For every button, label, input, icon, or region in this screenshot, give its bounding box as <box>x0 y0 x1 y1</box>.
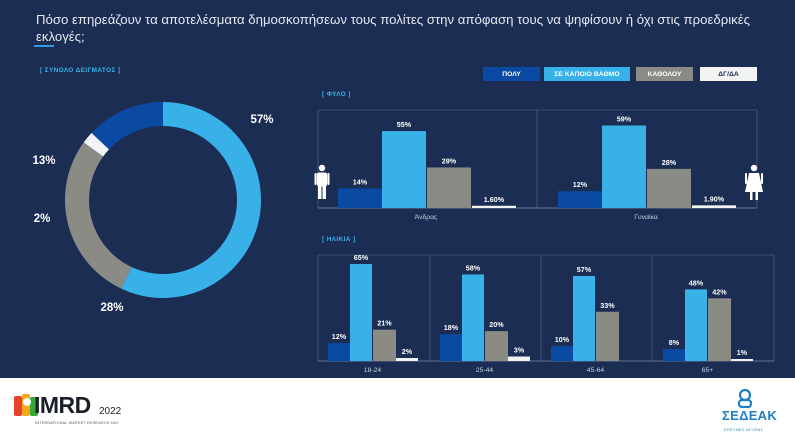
donut-label-kapoio: 57% <box>250 114 273 126</box>
gender-bar-0-kapoio <box>382 131 426 208</box>
age-bar-2-poly <box>551 346 573 361</box>
title-underline <box>34 45 54 47</box>
donut-label-dgda: 2% <box>34 213 51 225</box>
age-label-0-katholou: 21% <box>377 319 392 328</box>
age-bar-1-kapoio <box>462 274 484 361</box>
age-bar-3-katholou <box>708 298 731 361</box>
age-bar-2-katholou <box>596 311 619 361</box>
gender-bar-1-katholou <box>647 168 691 208</box>
gender-label-0-poly: 14% <box>353 177 368 186</box>
donut-slice-katholou <box>64 142 132 289</box>
age-label: [ ΗΛΙΚΙΑ ] <box>322 236 356 243</box>
legend-dgda-label: ΔΓ/ΔΑ <box>718 70 739 78</box>
age-bar-0-kapoio <box>350 264 372 361</box>
imrd-emblem-icon <box>14 394 38 416</box>
gender-bar-chart: 14% 55% 29% 1.60% Άνδρας 12% 59% 28% 1.90% Γυναίκ… <box>314 109 763 221</box>
age-category-3: 65+ <box>702 367 714 374</box>
age-label-2-kapoio: 57% <box>577 265 592 274</box>
age-label-0-kapoio: 65% <box>354 253 369 262</box>
charts-canvas: 13% 57% 2% 28% <box>32 102 775 374</box>
gender-label: [ ΦΥΛΟ ] <box>322 91 351 98</box>
legend-kapoio: ΣΕ ΚΑΠΟΙΟ ΒΑΘΜΟ <box>544 67 630 81</box>
age-bar-0-katholou <box>373 329 396 361</box>
woman-icon <box>745 164 763 200</box>
gender-category-0: Άνδρας <box>415 214 438 221</box>
imrd-subtitle: INTERNATIONAL MARKET RESEARCH DAY <box>35 421 120 425</box>
gender-bar-0-poly <box>338 188 382 208</box>
age-label-1-kapoio: 58% <box>466 263 481 272</box>
gender-bar-0-dgda <box>472 205 516 208</box>
gender-bar-1-dgda <box>692 205 736 208</box>
gender-label-1-poly: 12% <box>573 180 588 189</box>
slide-title: Πόσο επηρεάζουν τα αποτελέσματα δημοσκοπ… <box>36 12 750 44</box>
legend-katholou: ΚΑΘΟΛΟΥ <box>636 67 693 81</box>
age-bar-2-kapoio <box>573 275 595 361</box>
age-category-1: 25-44 <box>476 367 494 374</box>
gender-bar-1-poly <box>558 191 602 208</box>
age-bar-3-dgda <box>731 359 753 361</box>
age-category-0: 18-24 <box>364 367 382 374</box>
man-icon <box>314 164 330 199</box>
age-category-2: 45-64 <box>587 367 605 374</box>
sedeak-emblem-icon <box>737 388 753 408</box>
age-label-2-katholou: 33% <box>600 301 615 310</box>
gender-category-1: Γυναίκα <box>634 213 658 221</box>
age-label-0-poly: 12% <box>332 332 347 341</box>
age-bar-chart: 12% 65% 21% 2% 18-24 18% 58% 20% 3% 25-44 10% 57% 33… <box>317 253 775 374</box>
gender-label-1-dgda: 1.90% <box>704 194 725 203</box>
gender-label-0-katholou: 29% <box>442 156 457 165</box>
gender-label-0-dgda: 1.60% <box>484 195 505 204</box>
donut-slice-poly <box>91 102 163 150</box>
imrd-logo: IMRD <box>34 392 91 418</box>
age-label-3-dgda: 1% <box>737 348 748 357</box>
age-label-3-kapoio: 48% <box>689 278 704 287</box>
age-bar-3-kapoio <box>685 289 707 361</box>
gender-label-0-kapoio: 55% <box>397 120 412 129</box>
age-bar-0-dgda <box>396 358 418 361</box>
donut-label-katholou: 28% <box>100 302 123 314</box>
total-sample-label: [ ΣΥΝΟΛΟ ΔΕΙΓΜΑΤΟΣ ] <box>40 67 121 74</box>
imrd-year: 2022 <box>99 406 122 417</box>
gender-bar-0-katholou <box>427 167 471 208</box>
donut-slice-kapoio <box>121 102 261 298</box>
age-bar-0-poly <box>328 343 350 361</box>
age-bar-3-poly <box>663 349 685 361</box>
slide-main: Πόσο επηρεάζουν τα αποτελέσματα δημοσκοπ… <box>32 12 775 374</box>
donut-slice-dgda <box>83 132 110 157</box>
gender-bar-1-kapoio <box>602 125 646 208</box>
age-label-1-poly: 18% <box>444 323 459 332</box>
age-label-1-dgda: 3% <box>514 346 525 355</box>
age-bar-1-poly <box>440 334 462 361</box>
legend-kapoio-label: ΣΕ ΚΑΠΟΙΟ ΒΑΘΜΟ <box>554 70 620 78</box>
legend-poly-label: ΠΟΛΥ <box>502 70 521 78</box>
gender-label-1-kapoio: 59% <box>617 115 632 124</box>
age-label-3-poly: 8% <box>669 338 680 347</box>
sedeak-logo: ΣΕΔΕΑΚ <box>722 408 778 423</box>
age-bar-1-katholou <box>485 331 508 361</box>
age-label-2-poly: 10% <box>555 335 570 344</box>
legend-dgda: ΔΓ/ΔΑ <box>700 67 757 81</box>
age-label-1-katholou: 20% <box>489 320 504 329</box>
legend-poly: ΠΟΛΥ <box>483 67 540 81</box>
age-label-3-katholou: 42% <box>712 287 727 296</box>
legend-katholou-label: ΚΑΘΟΛΟΥ <box>647 70 682 78</box>
donut-label-poly: 13% <box>32 155 55 167</box>
footer: IMRD 2022 INTERNATIONAL MARKET RESEARCH … <box>0 378 795 445</box>
donut-chart: 13% 57% 2% 28% <box>32 102 274 314</box>
gender-label-1-katholou: 28% <box>662 158 677 167</box>
age-label-0-dgda: 2% <box>402 347 413 356</box>
sedeak-subtitle: ΕΡΕΥΝΕΣ ΑΓΟΡΑΣ <box>724 427 764 432</box>
age-bar-1-dgda <box>508 356 530 361</box>
